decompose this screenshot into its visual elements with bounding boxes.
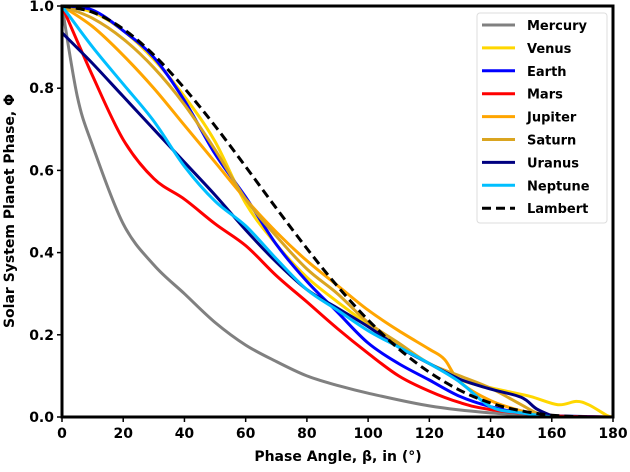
legend-item-neptune: Neptune (482, 179, 590, 194)
series-line-mars (60, 5, 614, 419)
legend-item-uranus: Uranus (482, 156, 579, 171)
x-tick-label: 60 (236, 426, 256, 442)
plot-frame (60, 4, 615, 419)
legend-item-earth: Earth (482, 65, 567, 80)
legend-label: Mercury (527, 19, 588, 34)
legend-label: Uranus (527, 156, 579, 171)
y-axis-ticks: 0.0 0.2 0.4 0.6 0.8 1.0 (29, 0, 62, 426)
series-line-neptune (60, 5, 553, 419)
x-axis-label: Phase Angle, β, in (°) (254, 449, 421, 465)
y-tick-label: 0.4 (29, 246, 54, 262)
legend-item-saturn: Saturn (482, 134, 576, 149)
x-tick-label: 20 (113, 426, 133, 442)
x-axis-ticks: 0 20 40 60 80 100 120 140 160 180 (57, 417, 628, 442)
legend-label: Jupiter (526, 111, 577, 126)
x-tick-label: 140 (476, 426, 505, 442)
legend-label: Venus (527, 42, 572, 57)
plot-curves (60, 4, 614, 419)
series-line-lambert (61, 4, 614, 419)
legend-label: Lambert (527, 202, 588, 217)
x-tick-label: 160 (537, 426, 566, 442)
legend-item-mars: Mars (482, 88, 563, 103)
x-tick-label: 0 (57, 426, 67, 442)
legend-item-venus: Venus (482, 42, 572, 57)
legend-label: Earth (527, 65, 567, 80)
legend-item-lambert: Lambert (482, 202, 588, 217)
legend: Mercury Venus Earth Mars Jupiter Saturn Uranus… (476, 12, 608, 224)
y-tick-label: 0.2 (29, 328, 54, 344)
y-tick-label: 0.6 (29, 163, 54, 179)
y-axis-label: Solar System Planet Phase, Φ (2, 94, 18, 328)
series-line-mercury (60, 5, 614, 419)
legend-label: Neptune (527, 179, 590, 194)
x-tick-label: 40 (175, 426, 195, 442)
legend-box (476, 12, 608, 224)
x-tick-label: 120 (415, 426, 444, 442)
legend-item-mercury: Mercury (482, 19, 588, 34)
legend-item-jupiter: Jupiter (482, 111, 577, 126)
legend-label: Mars (527, 88, 563, 103)
y-tick-label: 1.0 (29, 0, 54, 15)
legend-label: Saturn (527, 134, 576, 149)
x-tick-label: 180 (598, 426, 627, 442)
y-tick-label: 0.8 (29, 81, 54, 97)
x-tick-label: 100 (353, 426, 382, 442)
x-tick-label: 80 (297, 426, 317, 442)
y-tick-label: 0.0 (29, 410, 54, 426)
